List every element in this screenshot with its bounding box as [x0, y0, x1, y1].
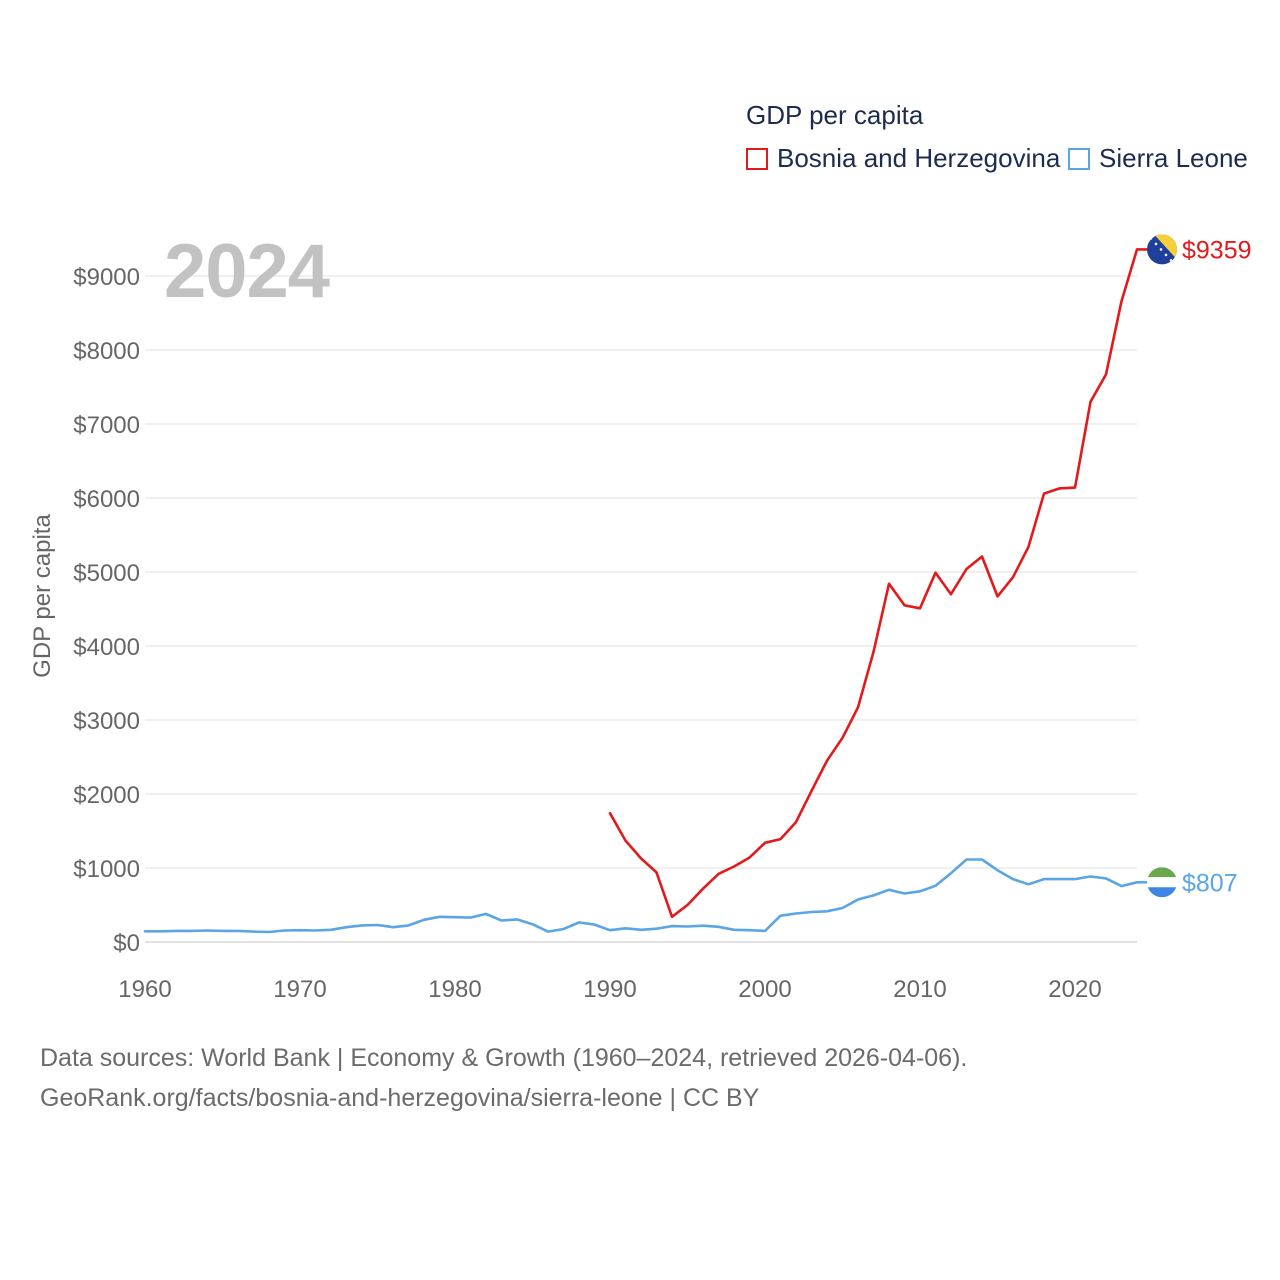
x-tick-label: 2000	[738, 976, 791, 1003]
y-tick-label: $7000	[73, 412, 140, 439]
legend-item-bosnia[interactable]: Bosnia and Herzegovina	[746, 143, 1060, 174]
y-tick-label: $1000	[73, 856, 140, 883]
footer-license-line[interactable]: GeoRank.org/facts/bosnia-and-herzegovina…	[40, 1084, 760, 1112]
x-tick-label: 1980	[428, 976, 481, 1003]
footer-source-line: Data sources: World Bank | Economy & Gro…	[40, 1044, 968, 1072]
y-tick-label: $0	[113, 930, 140, 957]
y-tick-label: $8000	[73, 338, 140, 365]
series-line-bosnia	[608, 248, 1139, 919]
y-tick-label: $6000	[73, 486, 140, 513]
year-label: 2024	[164, 229, 330, 314]
series-end-value-label: $807	[1182, 869, 1238, 897]
legend-swatch-bosnia	[746, 147, 768, 170]
bosnia-flag-icon	[1147, 234, 1177, 265]
y-axis-label: GDP per capita	[29, 514, 56, 678]
x-tick-label: 1990	[583, 976, 636, 1003]
legend-label-sierra-leone: Sierra Leone	[1099, 143, 1248, 173]
y-tick-label: $5000	[73, 560, 140, 587]
y-tick-label: $2000	[73, 782, 140, 809]
series-line-sierra-leone	[143, 858, 1139, 934]
x-tick-label: 1970	[273, 976, 326, 1003]
y-tick-label: $3000	[73, 708, 140, 735]
x-tick-label: 1960	[118, 976, 171, 1003]
x-tick-label: 2020	[1048, 976, 1101, 1003]
legend-swatch-sierra-leone	[1068, 147, 1090, 170]
sierra-leone-flag-icon	[1147, 867, 1177, 898]
legend-title: GDP per capita	[746, 100, 924, 130]
legend-label-bosnia: Bosnia and Herzegovina	[777, 143, 1061, 173]
legend-item-sierra-leone[interactable]: Sierra Leone	[1068, 143, 1248, 174]
x-tick-label: 2010	[893, 976, 946, 1003]
y-tick-label: $4000	[73, 634, 140, 661]
y-tick-label: $9000	[73, 264, 140, 291]
series-end-value-label: $9359	[1182, 236, 1252, 264]
